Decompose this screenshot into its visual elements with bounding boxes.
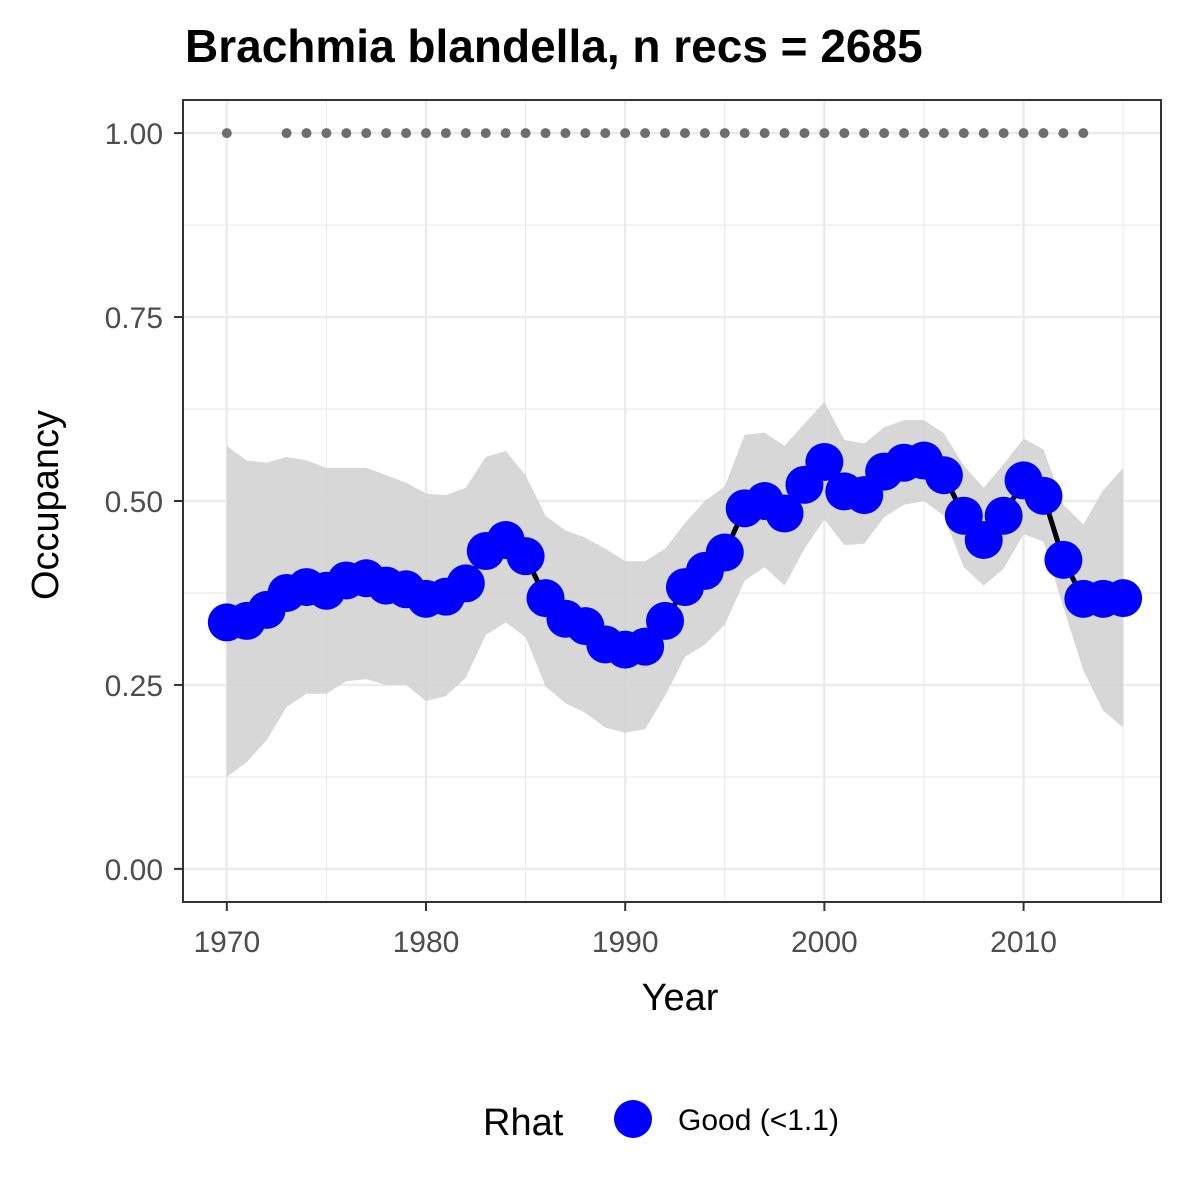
record-marker — [301, 128, 312, 139]
record-marker — [799, 128, 810, 139]
record-marker — [421, 128, 432, 139]
x-tick-label: 2000 — [791, 926, 858, 959]
record-marker — [520, 128, 531, 139]
record-marker — [620, 128, 631, 139]
data-point — [506, 537, 545, 576]
record-marker — [580, 128, 591, 139]
record-marker — [839, 128, 850, 139]
record-marker — [739, 128, 750, 139]
record-marker — [1078, 128, 1089, 139]
record-marker — [1018, 128, 1029, 139]
occupancy-points — [207, 441, 1143, 669]
y-tick-label: 0.50 — [105, 486, 163, 519]
data-point — [646, 601, 685, 640]
record-marker — [221, 128, 232, 139]
record-marker — [660, 128, 671, 139]
y-axis-title: Occupancy — [25, 410, 67, 600]
record-marker — [699, 128, 710, 139]
x-axis: 1970 1980 1990 2000 2010 — [193, 902, 1057, 959]
record-marker — [759, 128, 770, 139]
plot-panel — [182, 99, 1162, 903]
x-tick-label: 1970 — [193, 926, 260, 959]
record-marker — [281, 128, 292, 139]
record-marker — [859, 128, 870, 139]
x-tick-label: 1990 — [592, 926, 659, 959]
y-tick-label: 0.00 — [105, 854, 163, 887]
legend: Rhat Good (<1.1) — [483, 1100, 839, 1144]
data-point — [705, 533, 744, 572]
record-marker — [341, 128, 352, 139]
x-tick-label: 1980 — [393, 926, 460, 959]
y-tick-label: 1.00 — [105, 118, 163, 151]
record-marker — [918, 128, 929, 139]
y-axis: 0.00 0.25 0.50 0.75 1.00 — [105, 118, 183, 887]
legend-title: Rhat — [483, 1102, 564, 1144]
x-tick-label: 2010 — [990, 926, 1057, 959]
record-markers — [221, 128, 1089, 139]
data-point — [1044, 540, 1083, 579]
chart-title: Brachmia blandella, n recs = 2685 — [185, 20, 923, 72]
data-point — [924, 456, 963, 495]
record-marker — [1058, 128, 1069, 139]
data-point — [805, 443, 844, 482]
record-marker — [978, 128, 989, 139]
data-point — [1104, 579, 1143, 618]
record-marker — [500, 128, 511, 139]
record-marker — [460, 128, 471, 139]
record-marker — [640, 128, 651, 139]
record-marker — [719, 128, 730, 139]
record-marker — [998, 128, 1009, 139]
record-marker — [1038, 128, 1049, 139]
record-marker — [938, 128, 949, 139]
record-marker — [321, 128, 332, 139]
data-point — [1024, 476, 1063, 515]
record-marker — [779, 128, 790, 139]
record-marker — [401, 128, 412, 139]
data-point — [626, 627, 665, 666]
legend-label-good: Good (<1.1) — [678, 1104, 839, 1137]
record-marker — [361, 128, 372, 139]
y-tick-label: 0.25 — [105, 670, 163, 703]
record-marker — [480, 128, 491, 139]
y-tick-label: 0.75 — [105, 302, 163, 335]
data-point — [446, 564, 485, 603]
record-marker — [381, 128, 392, 139]
legend-key-good — [614, 1100, 652, 1138]
record-marker — [819, 128, 830, 139]
record-marker — [440, 128, 451, 139]
data-point — [984, 496, 1023, 535]
record-marker — [679, 128, 690, 139]
data-point — [765, 494, 804, 533]
record-marker — [899, 128, 910, 139]
record-marker — [879, 128, 890, 139]
record-marker — [958, 128, 969, 139]
record-marker — [600, 128, 611, 139]
record-marker — [540, 128, 551, 139]
record-marker — [560, 128, 571, 139]
x-axis-title: Year — [642, 977, 719, 1019]
